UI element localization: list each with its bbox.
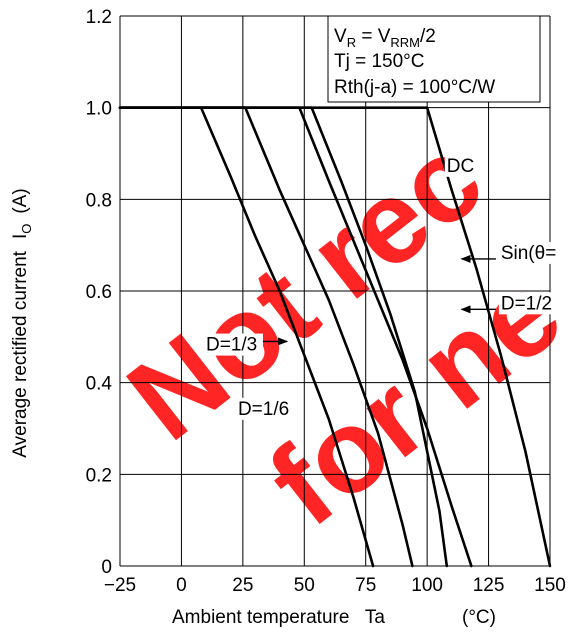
y-tick-label: 1.0	[86, 99, 112, 120]
series-line-sin	[118, 106, 449, 568]
annotation-label-bg	[498, 241, 569, 264]
annotation-label-bg	[444, 154, 471, 177]
series-annotation: Sin(θ=	[501, 243, 556, 264]
conditions-line-2: Tj = 150°C	[334, 51, 425, 72]
annotations: DC Sin(θ= D=1/2 D=1/3 D=1/6	[204, 154, 569, 420]
x-tick-label: 50	[294, 575, 315, 596]
x-axis-title: Ambient temperature Ta	[172, 607, 385, 628]
y-tick-label: 0.2	[86, 465, 112, 486]
x-tick-label: 100	[411, 575, 443, 596]
series-line-d-1-6	[199, 106, 375, 568]
x-tick-label: 75	[355, 575, 376, 596]
series-annotation: D=1/3	[206, 335, 257, 356]
y-tick-label: 1.2	[86, 7, 112, 28]
curves	[118, 106, 552, 568]
conditions-line-3: Rth(j-a) = 100°C/W	[334, 77, 495, 98]
series-annotation: D=1/6	[238, 399, 289, 420]
series-line-d-1-2	[118, 106, 473, 568]
x-tick-label: 125	[473, 575, 505, 596]
conditions-box: VR = VRRM/2 Tj = 150°C Rth(j-a) = 100°C/…	[327, 15, 541, 103]
x-axis-unit: (°C)	[462, 607, 496, 628]
series-line-d-1-3	[118, 106, 414, 568]
y-axis-title: Average rectified currentIO(A)	[10, 188, 34, 457]
y-tick-label: 0	[101, 557, 112, 578]
series-annotation: D=1/2	[501, 293, 552, 314]
y-tick-label: 0.6	[86, 282, 112, 303]
x-tick-label: 0	[176, 575, 187, 596]
series-annotation: DC	[447, 156, 474, 177]
series-line-dc	[118, 106, 552, 568]
x-tick-label: −25	[104, 575, 136, 596]
x-tick-label: 150	[534, 575, 566, 596]
annotation-label-bg	[204, 333, 263, 356]
y-tick-label: 0.8	[86, 190, 112, 211]
annotation-label-bg	[235, 397, 295, 420]
conditions-box-frame	[327, 15, 541, 103]
conditions-line-1: VR = VRRM/2	[334, 26, 436, 50]
y-axis-title-group: Average rectified currentIO(A)	[10, 188, 34, 457]
y-tick-label: 0.4	[86, 374, 113, 395]
annotation-label-bg	[498, 292, 558, 315]
x-tick-label: 25	[232, 575, 253, 596]
